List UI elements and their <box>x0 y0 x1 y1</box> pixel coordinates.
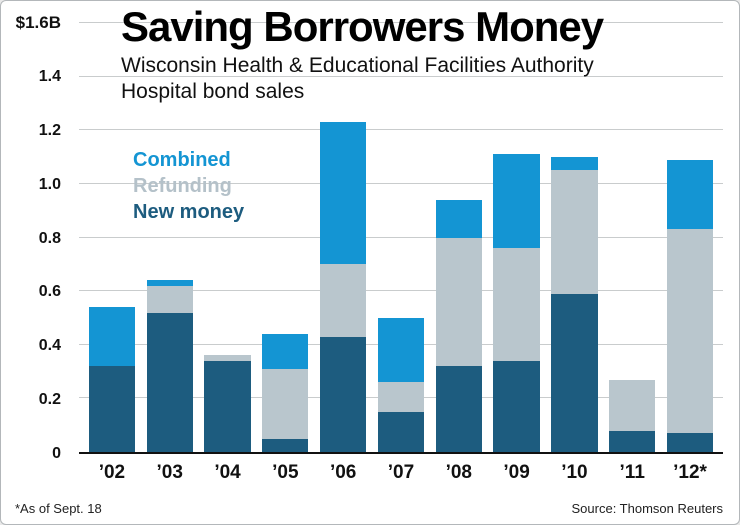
x-tick-label: ’07 <box>387 462 415 483</box>
x-axis-labels: ’02 ’03 ’04 ’05 ’06 ’07 ’08 ’09 ’10 ’11 ’12* <box>79 458 723 484</box>
bar-group-05 <box>256 23 314 452</box>
bar-segment-refunding <box>204 355 251 361</box>
bar-segment-new-money <box>551 293 598 452</box>
x-tick-label: ’10 <box>561 462 588 483</box>
chart-subtitle: Wisconsin Health & Educational Facilitie… <box>121 53 603 106</box>
bar-segment-new-money <box>262 438 309 452</box>
bar-series <box>79 23 723 452</box>
bar-segment-combined <box>551 157 598 171</box>
chart-subtitle-line2: Hospital bond sales <box>121 80 305 104</box>
footer: *As of Sept. 18 Source: Thomson Reuters <box>15 501 723 516</box>
bar-segment-combined <box>88 307 136 367</box>
x-tick-label: ’08 <box>445 462 472 483</box>
gridline <box>79 22 723 23</box>
bar-segment-refunding <box>666 229 714 434</box>
gridline <box>79 236 723 238</box>
legend-item-refunding: Refunding <box>133 175 232 197</box>
legend: Combined Refunding New money <box>133 147 244 225</box>
bar-group-10 <box>546 23 604 452</box>
bar-segment-new-money <box>88 366 136 452</box>
bar-group-09 <box>488 23 546 452</box>
bar-segment-refunding <box>262 368 309 439</box>
bar-segment-new-money <box>377 411 425 452</box>
bar-group-06 <box>314 23 372 452</box>
x-tick-label: ’11 <box>619 462 645 483</box>
bar-segment-combined <box>377 317 425 383</box>
y-tick-label: 1.0 <box>38 175 61 193</box>
bar-segment-refunding <box>493 248 540 361</box>
y-tick-label: 0 <box>52 445 61 462</box>
bar-segment-refunding <box>435 237 482 367</box>
x-tick-label: ’03 <box>156 462 183 483</box>
footnote: *As of Sept. 18 <box>15 501 102 516</box>
x-tick-label: ’09 <box>503 462 530 483</box>
bar-segment-new-money <box>146 312 193 452</box>
bar-segment-new-money <box>666 433 714 452</box>
bar-segment-combined <box>435 199 482 238</box>
title-block: Saving Borrowers Money Wisconsin Health … <box>121 3 604 106</box>
legend-item-new-money: New money <box>133 201 245 223</box>
bar-segment-new-money <box>320 336 367 452</box>
chart-subtitle-line1: Wisconsin Health & Educational Facilitie… <box>121 54 594 78</box>
bar-group-11 <box>603 23 661 452</box>
bar-segment-refunding <box>551 170 598 294</box>
bar-group-02 <box>83 23 141 452</box>
bar-segment-new-money <box>493 360 540 452</box>
bar-segment-combined <box>493 154 540 249</box>
bar-segment-new-money <box>609 430 656 452</box>
gridline <box>79 129 723 131</box>
y-tick-label: 0.2 <box>38 391 61 409</box>
bar-group-08 <box>430 23 488 452</box>
y-axis-labels: 0 0.2 0.4 0.6 0.8 1.0 1.2 1.4 $1.6B <box>1 13 71 462</box>
bar-group-03 <box>141 23 199 452</box>
legend-item-combined: Combined <box>133 149 231 171</box>
source-credit: Source: Thomson Reuters <box>571 501 724 516</box>
bar-segment-combined <box>262 334 309 369</box>
y-tick-label: 0.6 <box>38 283 61 301</box>
plot-area <box>79 22 723 454</box>
bar-group-12 <box>661 23 719 452</box>
x-tick-label: ’06 <box>329 462 357 483</box>
x-tick-label: ’04 <box>214 462 241 483</box>
bar-segment-refunding <box>609 379 656 431</box>
gridline <box>79 182 723 184</box>
y-tick-label: $1.6B <box>15 13 61 32</box>
bar-segment-refunding <box>320 264 367 337</box>
y-tick-label: 1.4 <box>38 67 61 85</box>
bar-segment-refunding <box>377 382 425 412</box>
bar-segment-refunding <box>146 285 193 313</box>
y-tick-label: 1.2 <box>38 121 61 139</box>
y-tick-label: 0.4 <box>38 337 61 355</box>
x-tick-label: ’02 <box>98 462 126 483</box>
gridline <box>79 290 723 292</box>
gridline <box>79 75 723 77</box>
bar-segment-combined <box>146 280 193 286</box>
bar-segment-new-money <box>435 366 482 452</box>
chart-title: Saving Borrowers Money <box>121 3 604 50</box>
y-tick-label: 0.8 <box>38 229 61 247</box>
bar-segment-combined <box>320 122 367 265</box>
bar-group-07 <box>372 23 430 452</box>
bar-group-04 <box>199 23 257 452</box>
bar-segment-combined <box>666 159 714 230</box>
bar-segment-new-money <box>204 360 251 452</box>
x-tick-label: ’12* <box>673 462 707 483</box>
x-tick-label: ’05 <box>272 462 299 483</box>
